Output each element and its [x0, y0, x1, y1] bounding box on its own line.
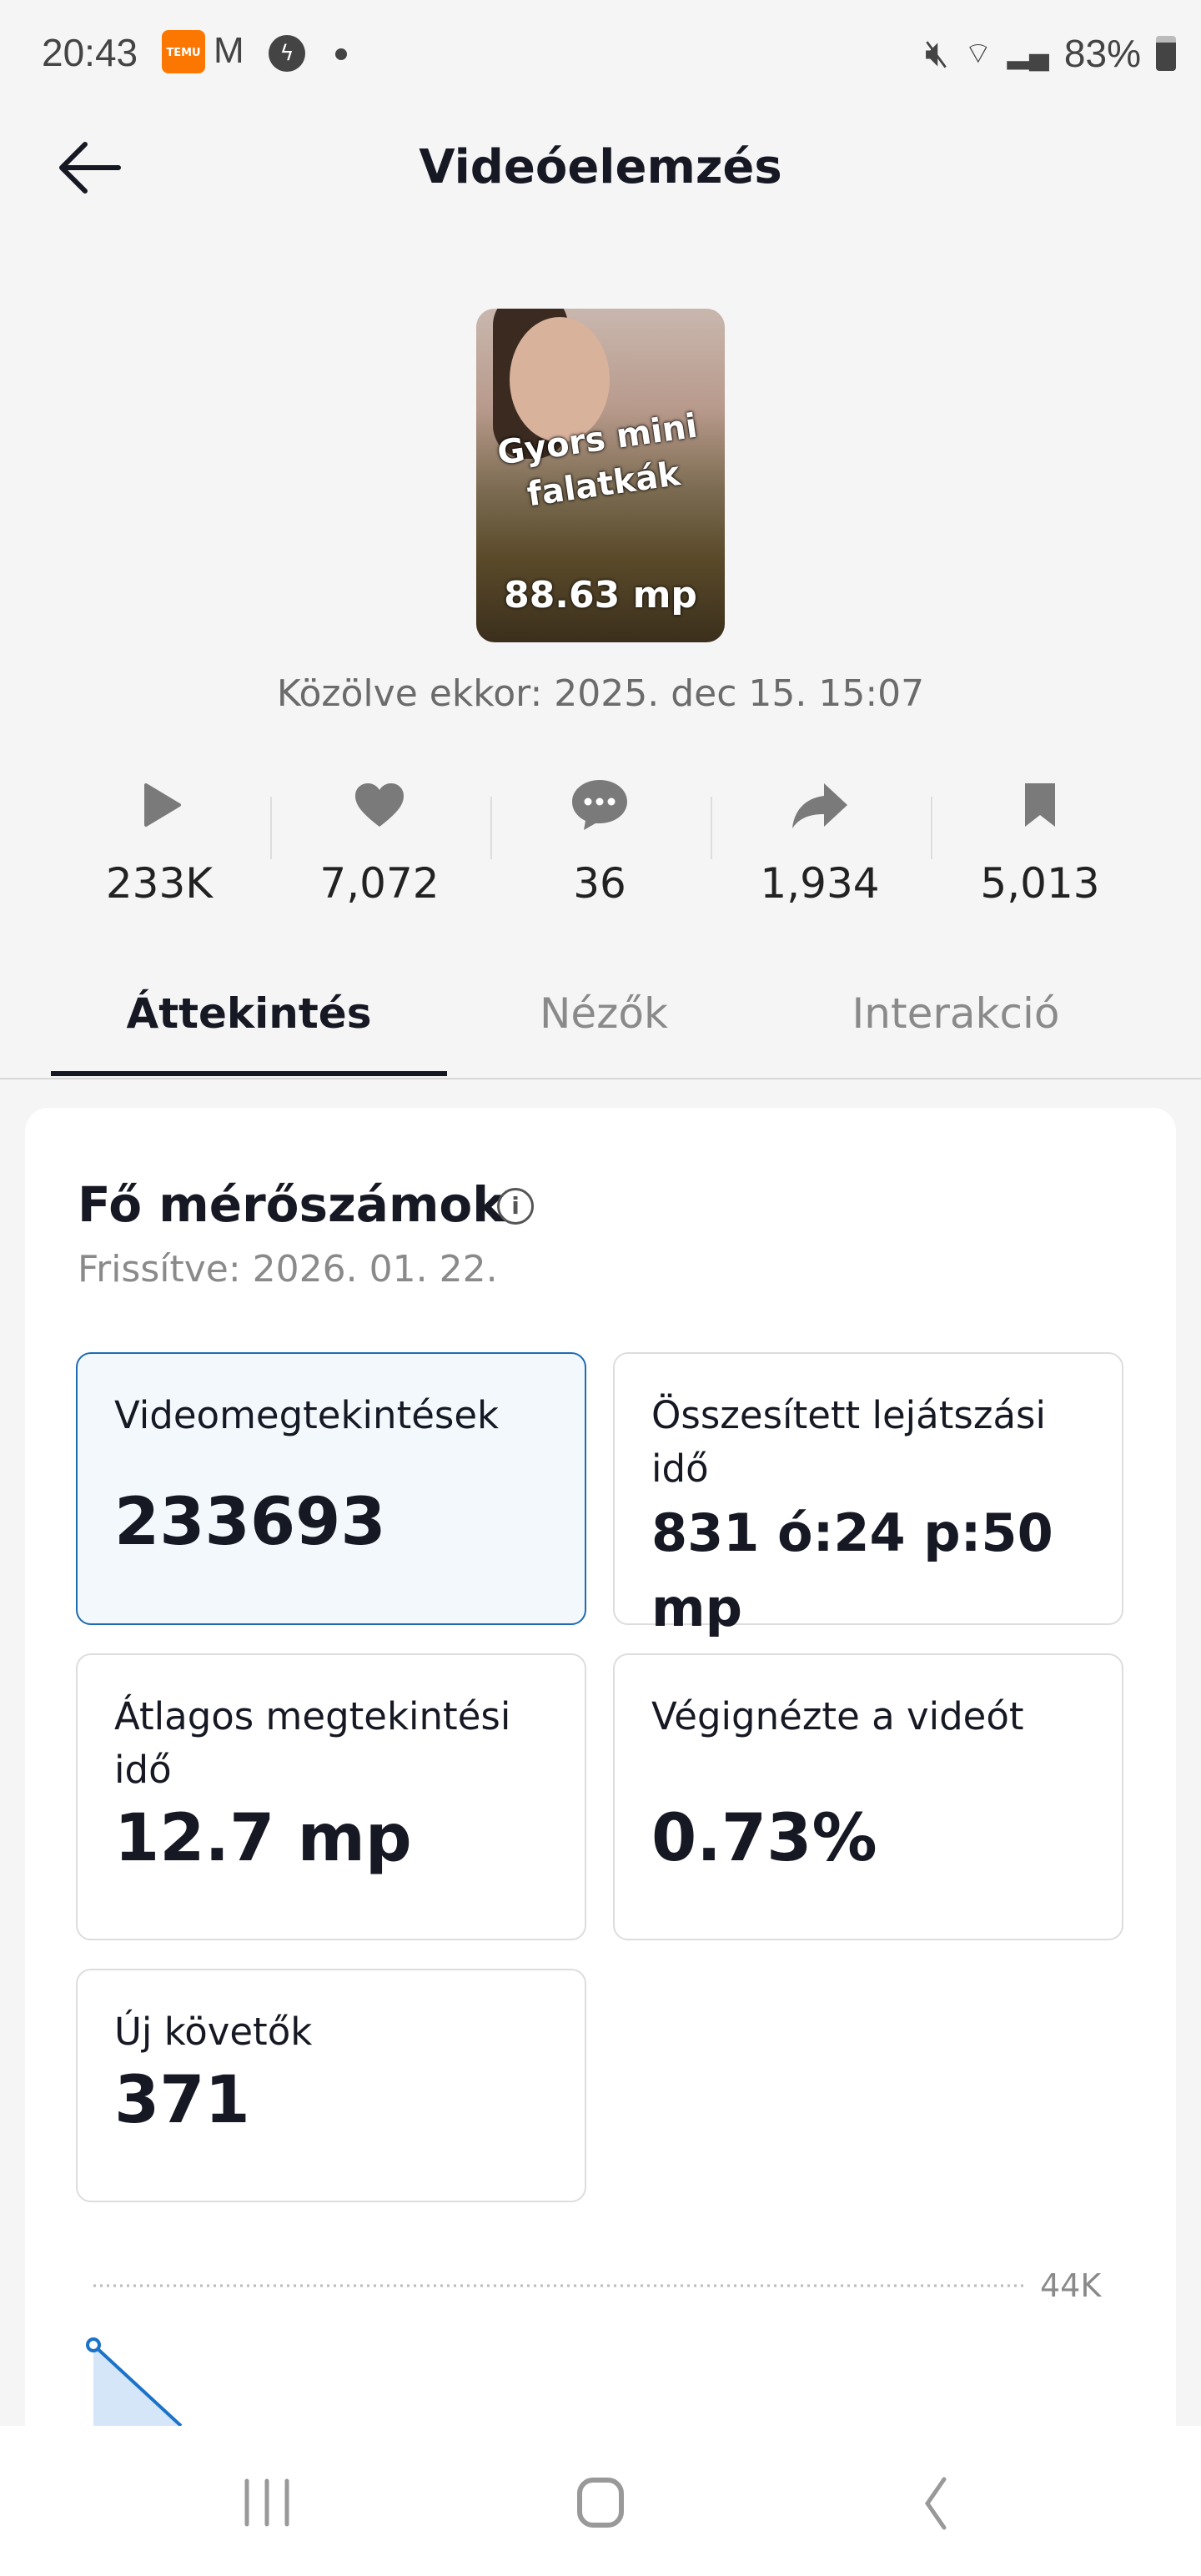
metric-card-video-views[interactable]: Videomegtekintések 233693: [76, 1352, 586, 1625]
home-button[interactable]: [575, 2476, 626, 2529]
chart-point: [86, 2337, 101, 2352]
info-icon[interactable]: i: [497, 1188, 534, 1225]
temu-icon: TEMU: [162, 30, 205, 73]
system-back-button[interactable]: [917, 2476, 951, 2531]
stat-saves: 5,013: [930, 776, 1150, 908]
metric-label: Új követők: [114, 2010, 313, 2054]
metric-value: 371: [114, 2063, 250, 2138]
metric-card-completion-rate[interactable]: Végignézte a videót 0.73%: [613, 1653, 1123, 1940]
divider: [270, 797, 272, 859]
metric-value: 233693: [114, 1485, 386, 1560]
system-nav-bar: [0, 2426, 1201, 2576]
metric-value: 0.73%: [651, 1801, 877, 1876]
stat-value: 5,013: [980, 859, 1100, 908]
video-thumbnail[interactable]: Gyors mini falatkák 88.63 mp: [476, 309, 725, 642]
stat-shares: 1,934: [710, 776, 930, 908]
mute-icon: 🔇︎: [924, 31, 949, 74]
play-icon: [144, 783, 181, 827]
metric-label: Végignézte a videót: [651, 1694, 1024, 1738]
back-button[interactable]: [55, 138, 122, 197]
tab-overview[interactable]: Áttekintés: [126, 989, 372, 1038]
tabs-divider: [0, 1078, 1201, 1079]
metric-value: 12.7 mp: [114, 1801, 412, 1876]
active-tab-indicator: [51, 1071, 447, 1076]
stat-value: 7,072: [319, 859, 440, 908]
section-title: Fő mérőszámok: [78, 1176, 505, 1233]
metric-card-total-watch-time[interactable]: Összesített lejátszási idő 831 ó:24 p:50…: [613, 1352, 1123, 1638]
status-time: 20:43: [42, 31, 138, 74]
stat-value: 233K: [105, 859, 214, 908]
metric-label: Összesített lejátszási idő: [651, 1393, 1046, 1491]
share-icon: [792, 783, 847, 828]
arrow-left-icon: [59, 142, 121, 194]
tab-viewers[interactable]: Nézők: [540, 989, 668, 1038]
bookmark-icon: [1025, 783, 1055, 827]
status-bar: 20:43 TEMU M ϟ 🔇︎ ⌔ ▂▄ 83%: [0, 0, 1201, 108]
recent-apps-button[interactable]: [242, 2478, 292, 2528]
divider: [931, 797, 932, 859]
stat-comments: 36: [490, 776, 710, 908]
heart-icon: [355, 783, 404, 827]
y-tick-label: 44K: [1040, 2267, 1102, 2304]
metric-card-average-watch-time[interactable]: Átlagos megtekintési idő 12.7 mp: [76, 1653, 586, 1940]
divider: [711, 797, 712, 859]
stat-value: 1,934: [760, 859, 880, 908]
updated-date: Frissítve: 2026. 01. 22.: [78, 1248, 498, 1291]
chart-line: [92, 2343, 183, 2426]
video-duration: 88.63 mp: [504, 574, 697, 616]
comment-icon: [572, 780, 627, 830]
stat-value: 36: [573, 859, 626, 908]
stat-views: 233K: [49, 776, 269, 908]
battery-percent: 83%: [1063, 32, 1141, 75]
thumbnail-face: [510, 317, 610, 442]
battery-icon: [1156, 36, 1176, 71]
metric-label: Átlagos megtekintési idő: [114, 1694, 511, 1792]
tab-engagement[interactable]: Interakció: [852, 989, 1060, 1038]
metric-card-new-followers[interactable]: Új követők 371: [76, 1969, 586, 2202]
page-title: Videóelemzés: [419, 140, 782, 194]
wifi-icon: ⌔: [963, 35, 992, 70]
metric-value: 831 ó:24 p:50 mp: [651, 1502, 1053, 1638]
metric-label: Videomegtekintések: [114, 1393, 500, 1437]
gmail-icon: M: [214, 30, 244, 71]
signal-icon: ▂▄: [1007, 38, 1049, 69]
published-date: Közölve ekkor: 2025. dec 15. 15:07: [276, 672, 925, 715]
more-notifications-dot-icon: [335, 48, 347, 60]
views-chart: [86, 2284, 1027, 2426]
divider: [490, 797, 492, 859]
messenger-icon: ϟ: [269, 35, 305, 72]
stat-likes: 7,072: [269, 776, 490, 908]
